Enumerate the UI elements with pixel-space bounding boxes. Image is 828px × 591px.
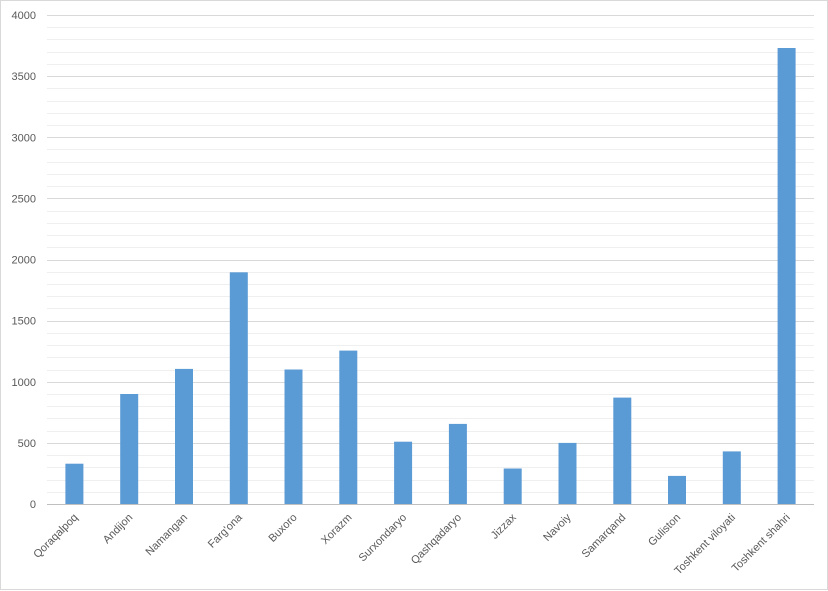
bar	[777, 48, 796, 504]
bar	[613, 397, 632, 504]
bar	[175, 368, 193, 504]
y-tick-label: 0	[30, 499, 36, 511]
gridlines	[47, 15, 814, 493]
bar	[503, 468, 522, 504]
y-tick-label: 2500	[12, 193, 36, 205]
x-tick-label: Samarqand	[580, 512, 629, 561]
x-axis-tick-labels: Qoraqalpoq Andijon Namangan Farg'ona Buxoro X…	[31, 511, 792, 577]
y-axis-tick-labels: 0 500 1000 1500 2000 2500 3000 3500 4000	[12, 10, 36, 511]
x-tick-label: Surxondaryo	[357, 512, 410, 565]
bar	[668, 475, 686, 504]
bar	[394, 441, 413, 504]
y-tick-label: 4000	[12, 10, 36, 22]
y-tick-label: 1500	[12, 316, 36, 328]
x-tick-label: Navoiy	[541, 511, 574, 544]
y-tick-label: 500	[18, 438, 36, 450]
x-tick-label: Qoraqalpoq	[31, 512, 80, 561]
bar	[65, 463, 84, 504]
y-tick-label: 3000	[12, 132, 36, 144]
bars	[65, 48, 796, 504]
y-tick-label: 1000	[12, 377, 36, 389]
bar	[120, 394, 139, 504]
x-tick-label: Toshkent shahri	[730, 512, 793, 575]
x-tick-label: Buxoro	[267, 512, 300, 545]
bar	[284, 369, 303, 504]
bar	[229, 272, 248, 504]
x-tick-label: Jizzax	[489, 511, 519, 541]
x-tick-label: Toshkent viloyati	[672, 512, 738, 578]
bar	[339, 350, 358, 504]
y-tick-label: 2000	[12, 255, 36, 267]
bar	[558, 442, 577, 504]
bar	[722, 451, 741, 504]
x-tick-label: Guliston	[646, 512, 683, 549]
x-tick-label: Xorazm	[319, 512, 354, 547]
x-tick-label: Qashqadaryo	[409, 512, 464, 567]
x-tick-label: Andijon	[101, 512, 135, 546]
y-tick-label: 3500	[12, 71, 36, 83]
x-tick-label: Farg'ona	[206, 511, 246, 551]
bar	[448, 423, 467, 504]
x-tick-label: Namangan	[144, 512, 191, 559]
